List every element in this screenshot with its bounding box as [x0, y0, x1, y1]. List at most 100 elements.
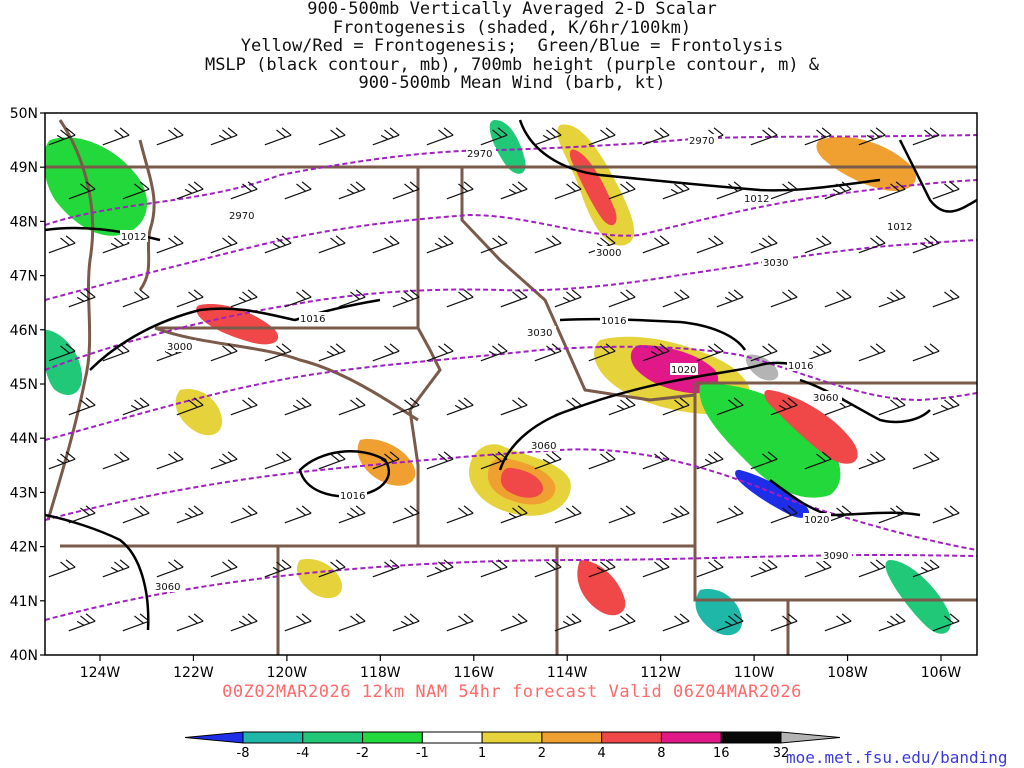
longitude-axis: 124W 122W 120W 118W 116W 114W 112W 110W 108W 106W — [80, 655, 961, 681]
wind-barb — [588, 559, 616, 578]
wind-barb — [534, 559, 562, 578]
height-label: 3000 — [596, 248, 621, 259]
wind-barb — [858, 127, 886, 146]
colorbar-label: -4 — [296, 746, 309, 761]
wind-barb — [932, 613, 960, 632]
wind-barb — [750, 451, 778, 470]
wind-barb — [932, 505, 960, 524]
wind-barb — [264, 451, 292, 470]
height-contour-line — [45, 134, 977, 226]
wind-barb — [284, 613, 312, 632]
label-bg — [600, 314, 628, 326]
colorbar-segment — [302, 731, 364, 744]
wind-barb — [392, 289, 420, 308]
label-bg — [228, 209, 258, 221]
wind-barb — [750, 127, 778, 146]
height-label: 3000 — [167, 342, 192, 353]
wind-barb — [824, 613, 852, 632]
title-line-5: 900-500mb Mean Wind (barb, kt) — [358, 73, 666, 94]
wind-barb — [534, 451, 562, 470]
wind-barb — [264, 235, 292, 254]
height-label: 3060 — [155, 582, 180, 593]
wind-barb — [338, 289, 366, 308]
wind-barb — [642, 127, 670, 146]
wind-barb — [642, 343, 670, 362]
wind-barb — [608, 397, 636, 416]
colorbar-label: 32 — [773, 746, 790, 761]
wind-barb — [770, 289, 798, 308]
colorbar-segment — [242, 731, 304, 744]
wind-barb — [372, 559, 400, 578]
wind-barb — [554, 613, 582, 632]
border-line — [154, 326, 419, 422]
wind-barb — [176, 505, 204, 524]
wind-barb — [588, 343, 616, 362]
wind-barb — [770, 613, 798, 632]
border-line — [408, 327, 442, 546]
border-line — [46, 119, 95, 521]
colorbar-label: 8 — [657, 746, 665, 761]
wind-barb — [156, 559, 184, 578]
wind-barb — [912, 451, 940, 470]
lat-label: 48N — [10, 214, 38, 230]
wind-barb — [662, 613, 690, 632]
height-label: 3090 — [823, 551, 848, 562]
wind-barb — [264, 559, 292, 578]
height-contour-line — [45, 179, 977, 301]
label-bg — [762, 256, 792, 268]
label-bg — [339, 489, 367, 501]
colorbar-label: 1 — [478, 746, 486, 761]
wind-barb — [338, 181, 366, 200]
figure-title: 900-500mb Vertically Averaged 2-D Scalar… — [0, 0, 1024, 93]
wind-barb — [912, 127, 940, 146]
lon-label: 124W — [80, 665, 121, 681]
wind-barb — [210, 127, 238, 146]
wind-barb — [696, 559, 724, 578]
wind-barb — [858, 451, 886, 470]
label-bg — [595, 246, 625, 258]
wind-barb — [318, 559, 346, 578]
wind-barb — [662, 505, 690, 524]
shade-patch — [489, 120, 526, 174]
wind-barb — [480, 235, 508, 254]
wind-barb — [878, 181, 906, 200]
wind-barb — [588, 127, 616, 146]
height-contour-line — [45, 553, 977, 621]
label-bg — [822, 549, 852, 561]
wind-barb — [156, 451, 184, 470]
forecast-valid-caption: 00Z02MAR2026 12km NAM 54hr forecast Vali… — [222, 682, 802, 702]
wind-barb — [500, 289, 528, 308]
wind-barb — [372, 343, 400, 362]
mslp-label: 1016 — [340, 491, 365, 502]
wind-barb — [122, 505, 150, 524]
wind-barb — [500, 505, 528, 524]
wind-barb — [608, 505, 636, 524]
wind-barb — [446, 289, 474, 308]
wind-barb — [446, 181, 474, 200]
mslp-label: 1012 — [887, 222, 912, 233]
wind-barb — [750, 235, 778, 254]
wind-barb — [446, 505, 474, 524]
mslp-label: 1012 — [121, 232, 146, 243]
wind-barb — [156, 127, 184, 146]
lon-label: 110W — [734, 665, 775, 681]
wind-barb — [372, 127, 400, 146]
border-line — [693, 383, 977, 602]
wind-barb — [716, 613, 744, 632]
wind-barb — [858, 343, 886, 362]
label-bg — [154, 580, 184, 592]
wind-barb — [588, 451, 616, 470]
wind-barb — [770, 397, 798, 416]
lat-label: 41N — [10, 594, 38, 610]
shade-patch — [816, 136, 916, 191]
wind-barb — [878, 505, 906, 524]
wind-barb — [230, 505, 258, 524]
label-bg — [299, 312, 327, 324]
wind-barbs — [48, 127, 960, 632]
wind-barb — [878, 613, 906, 632]
height-labels: 2970 2970 2970 3000 3030 3030 3060 3060 … — [154, 134, 852, 593]
colorbar-segment — [481, 731, 543, 744]
wind-barb — [284, 181, 312, 200]
height-label: 3060 — [813, 393, 838, 404]
wind-barb — [804, 343, 832, 362]
